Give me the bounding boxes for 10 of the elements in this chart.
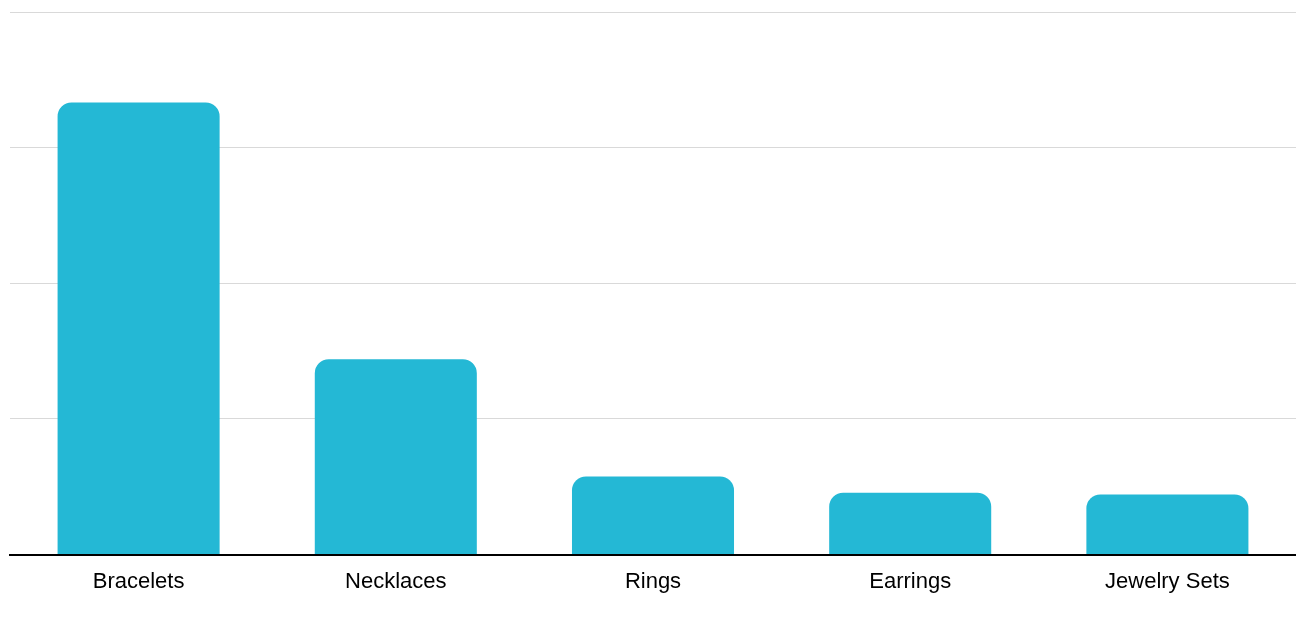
x-tick-label: Bracelets — [92, 567, 185, 593]
bar — [1086, 494, 1249, 555]
bar — [571, 476, 735, 555]
x-tick-label: Jewelry Sets — [1105, 567, 1230, 593]
bar — [57, 102, 220, 555]
x-tick-label: Necklaces — [345, 567, 447, 593]
x-tick-label: Earrings — [869, 567, 952, 593]
x-tick-label: Rings — [624, 567, 682, 593]
bar — [314, 359, 477, 555]
bar — [829, 492, 992, 555]
